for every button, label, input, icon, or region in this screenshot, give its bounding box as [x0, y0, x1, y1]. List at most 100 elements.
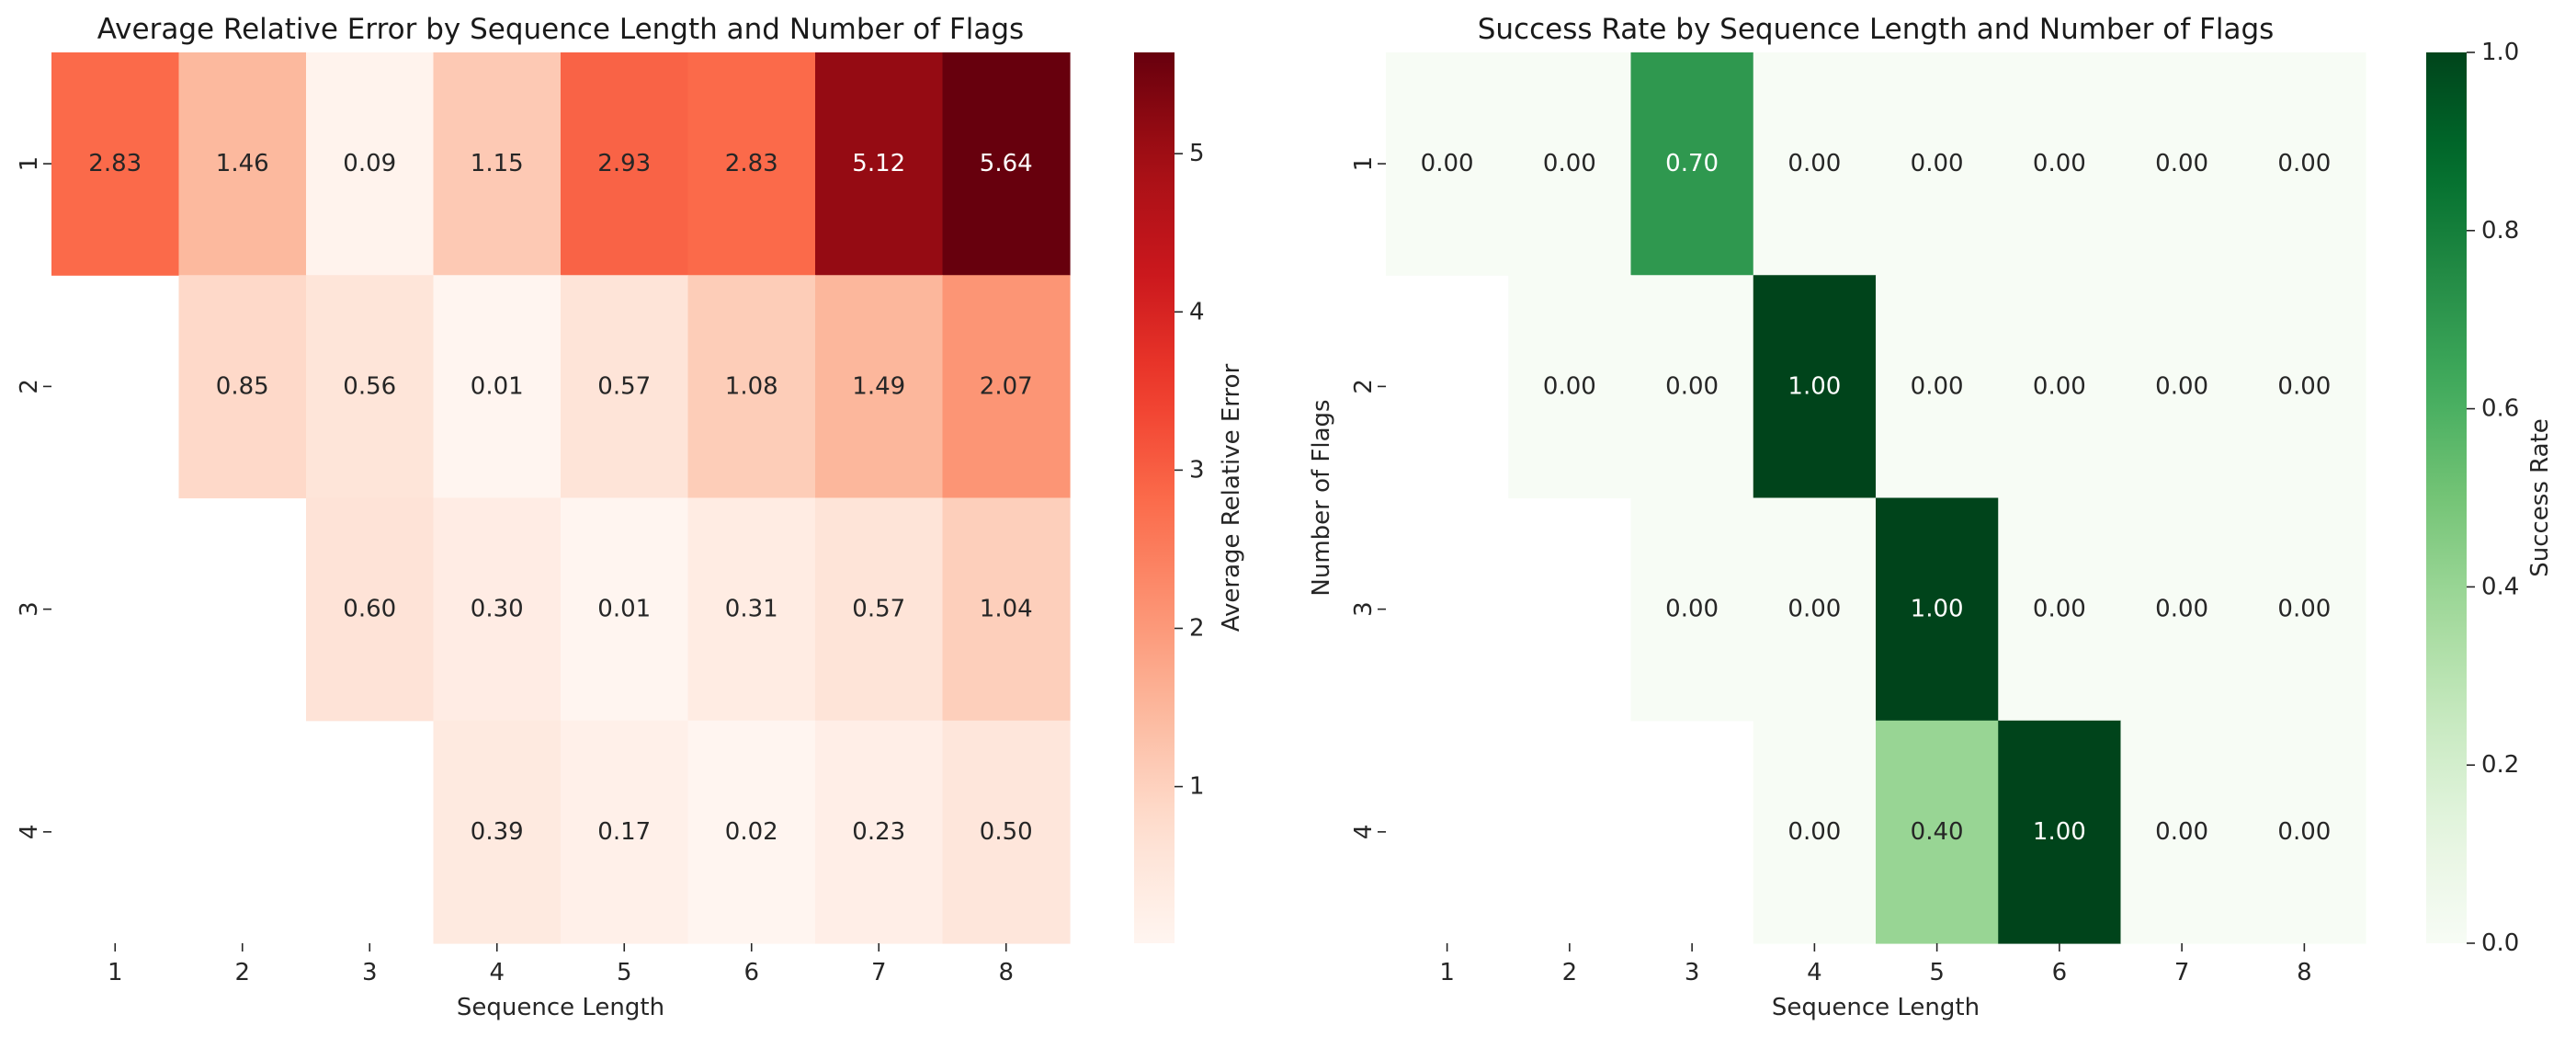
- heatmap-cell: [1630, 52, 1754, 276]
- heatmap-cell: [1998, 720, 2122, 944]
- x-tick-label: 4: [1807, 959, 1822, 986]
- heatmap-cell: [2120, 52, 2244, 276]
- cell-value-label: 0.00: [1911, 372, 1964, 400]
- heatmap-cell: [1508, 52, 1632, 276]
- cell-value-label: 0.00: [1787, 818, 1841, 846]
- cell-value-label: 0.00: [2277, 372, 2331, 400]
- cell-value-label: 0.57: [852, 596, 905, 623]
- cell-value-label: 2.83: [88, 150, 142, 177]
- cell-value-label: 0.00: [1787, 596, 1841, 623]
- cell-value-label: 0.57: [597, 372, 651, 400]
- heatmap-2: 0.00 0.00 0.70 0.00 0.00 0.00 0.00 0.000.00 0.00…: [1308, 13, 2554, 1021]
- cell-value-label: 0.00: [2033, 372, 2086, 400]
- heatmap-cell: [2120, 720, 2244, 944]
- x-axis-label: Sequence Length: [457, 994, 664, 1021]
- cell-value-label: 0.01: [471, 372, 524, 400]
- heatmap-cell: [1508, 275, 1632, 499]
- y-tick-label: 3: [16, 601, 43, 617]
- x-tick-label: 6: [2052, 959, 2068, 986]
- colorbar-tick-label: 0.6: [2481, 395, 2519, 423]
- colorbar-tick-label: 0.0: [2481, 929, 2519, 957]
- heatmap-cell: [815, 275, 944, 499]
- cell-value-label: 5.12: [852, 150, 905, 177]
- cell-value-label: 1.00: [1787, 372, 1841, 400]
- heatmap-cell: [687, 52, 816, 276]
- heatmap-cell: [433, 497, 562, 722]
- cell-value-label: 0.00: [1421, 150, 1474, 177]
- cell-value-label: 2.93: [597, 150, 651, 177]
- cell-value-label: 0.00: [2277, 596, 2331, 623]
- heatmap-cell: [1876, 497, 1999, 722]
- heatmap-cell: [1876, 275, 1999, 499]
- heatmap-cell: [942, 52, 1071, 276]
- heatmap-cell: [178, 52, 307, 276]
- heatmap-cell: [2120, 497, 2244, 722]
- cell-value-label: 0.00: [2277, 150, 2331, 177]
- heatmap-cell: [178, 275, 307, 499]
- heatmap-cell: [433, 52, 562, 276]
- heatmap-cell: [1876, 720, 1999, 944]
- x-tick-label: 2: [234, 959, 250, 986]
- cell-value-label: 0.00: [2155, 818, 2208, 846]
- colorbar-tick-label: 0.2: [2481, 751, 2519, 779]
- heatmap-cell: [2242, 52, 2366, 276]
- heatmap-cell: [1753, 275, 1877, 499]
- cell-value-label: 1.00: [2033, 818, 2086, 846]
- heatmap-cell: [1753, 52, 1877, 276]
- heatmap-cell: [815, 52, 944, 276]
- heatmap-cell: [561, 497, 689, 722]
- x-tick-label: 3: [362, 959, 378, 986]
- heatmap-cell: [942, 275, 1071, 499]
- cell-value-label: 0.09: [343, 150, 396, 177]
- heatmap-cell: [306, 275, 435, 499]
- y-tick-label: 1: [1350, 156, 1378, 172]
- heatmap-cell: [815, 720, 944, 944]
- x-tick-label: 5: [1929, 959, 1945, 986]
- heatmap-cell: [2242, 720, 2366, 944]
- colorbar-tick-label: 1.0: [2481, 39, 2519, 66]
- cell-value-label: 0.00: [2277, 818, 2331, 846]
- colorbar-tick-label: 0.8: [2481, 217, 2519, 245]
- cell-value-label: 0.00: [1787, 150, 1841, 177]
- heatmap-cell: [51, 52, 180, 276]
- cell-value-label: 0.02: [725, 818, 778, 846]
- x-tick-label: 6: [743, 959, 759, 986]
- cell-value-label: 2.07: [980, 372, 1033, 400]
- cell-value-label: 0.00: [2033, 150, 2086, 177]
- cell-value-label: 1.08: [725, 372, 778, 400]
- cell-value-label: 0.00: [2033, 596, 2086, 623]
- x-tick-label: 4: [489, 959, 505, 986]
- heatmap-cell: [433, 720, 562, 944]
- y-axis-label: Number of Flags: [0, 399, 1, 596]
- heatmap-cell: [1630, 497, 1754, 722]
- cell-value-label: 0.00: [1665, 372, 1719, 400]
- x-tick-label: 1: [1439, 959, 1455, 986]
- heatmap-cell: [1753, 497, 1877, 722]
- colorbar-label: Average Relative Error: [1218, 363, 1245, 632]
- colorbar-tick-label: 5: [1189, 140, 1205, 167]
- cell-value-label: 0.00: [2155, 372, 2208, 400]
- cell-value-label: 0.50: [980, 818, 1033, 846]
- cell-value-label: 1.46: [216, 150, 269, 177]
- cell-value-label: 0.00: [1665, 596, 1719, 623]
- cell-value-label: 1.49: [852, 372, 905, 400]
- y-tick-label: 2: [1350, 379, 1378, 394]
- x-tick-label: 1: [108, 959, 123, 986]
- heatmap-cell: [942, 497, 1071, 722]
- heatmap-cell: [942, 720, 1071, 944]
- x-tick-label: 8: [998, 959, 1014, 986]
- heatmap-1: 2.83 1.46 0.09 1.15 2.93 2.83 5.12 5.64 0.85 0.56…: [0, 13, 1245, 1021]
- cell-value-label: 0.00: [1543, 372, 1596, 400]
- cell-value-label: 0.00: [2155, 150, 2208, 177]
- cell-value-label: 1.04: [980, 596, 1033, 623]
- y-tick-label: 2: [16, 379, 43, 394]
- heatmap-cell: [687, 275, 816, 499]
- cell-value-label: 0.60: [343, 596, 396, 623]
- cell-value-label: 0.85: [216, 372, 269, 400]
- cell-value-label: 2.83: [725, 150, 778, 177]
- cell-value-label: 0.70: [1665, 150, 1719, 177]
- y-tick-label: 4: [16, 825, 43, 840]
- heatmap-cell: [561, 720, 689, 944]
- cell-value-label: 0.31: [725, 596, 778, 623]
